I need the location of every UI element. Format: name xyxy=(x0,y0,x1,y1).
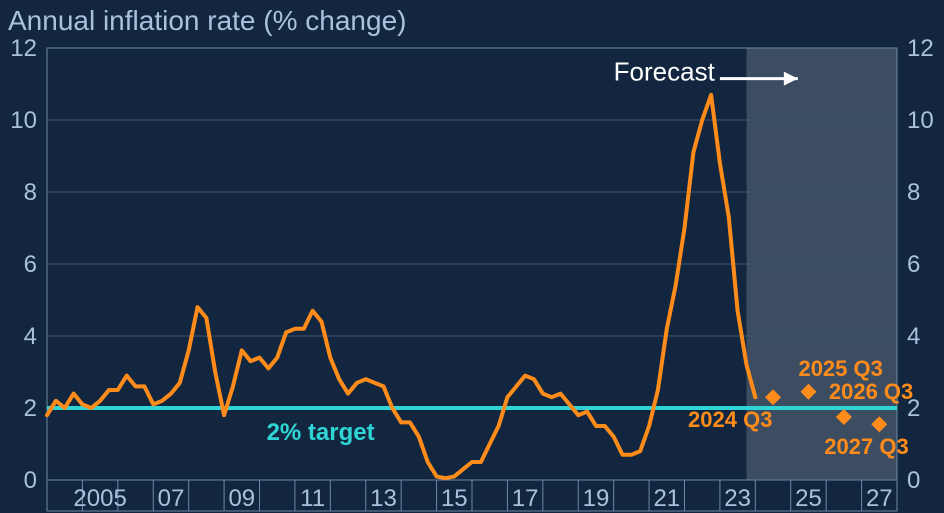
y-tick-label-left: 12 xyxy=(10,35,37,62)
x-tick-label: 25 xyxy=(795,485,822,512)
forecast-label: Forecast xyxy=(614,56,716,86)
x-tick-label: 23 xyxy=(724,485,751,512)
x-tick-label: 13 xyxy=(370,485,397,512)
forecast-point-label: 2027 Q3 xyxy=(824,434,908,459)
y-tick-label-left: 0 xyxy=(24,467,37,494)
forecast-point-label: 2024 Q3 xyxy=(688,407,772,432)
x-tick-label: 09 xyxy=(228,485,255,512)
y-tick-label-left: 2 xyxy=(24,395,37,422)
x-tick-label: 19 xyxy=(583,485,610,512)
y-tick-label-right: 0 xyxy=(907,467,920,494)
y-tick-label-left: 10 xyxy=(10,107,37,134)
y-tick-label-right: 8 xyxy=(907,179,920,206)
x-tick-label: 27 xyxy=(866,485,893,512)
y-tick-label-right: 10 xyxy=(907,107,934,134)
y-tick-label-left: 6 xyxy=(24,251,37,278)
chart-title: Annual inflation rate (% change) xyxy=(8,5,406,36)
forecast-point-label: 2026 Q3 xyxy=(829,379,913,404)
x-tick-label: 11 xyxy=(300,485,325,512)
y-tick-label-right: 12 xyxy=(907,35,934,62)
y-tick-label-right: 6 xyxy=(907,251,920,278)
forecast-point-label: 2025 Q3 xyxy=(798,356,882,381)
x-tick-label: 15 xyxy=(441,485,468,512)
x-tick-label: 17 xyxy=(512,485,539,512)
x-tick-label: 07 xyxy=(158,485,185,512)
y-tick-label-left: 4 xyxy=(24,323,37,350)
y-tick-label-left: 8 xyxy=(24,179,37,206)
y-tick-label-right: 4 xyxy=(907,323,920,350)
target-line-label: 2% target xyxy=(267,419,375,446)
inflation-chart: Annual inflation rate (% change) 2005 07 09… xyxy=(0,0,944,513)
x-tick-label: 2005 xyxy=(73,485,126,512)
x-tick-label: 21 xyxy=(653,485,680,512)
